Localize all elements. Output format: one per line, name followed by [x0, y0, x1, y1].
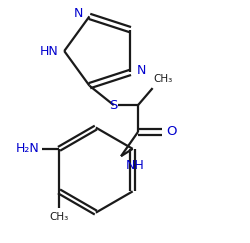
- Text: NH: NH: [126, 159, 145, 172]
- Text: CH₃: CH₃: [50, 212, 69, 222]
- Text: S: S: [110, 99, 118, 112]
- Text: CH₃: CH₃: [154, 75, 173, 85]
- Text: N: N: [136, 63, 146, 77]
- Text: H₂N: H₂N: [16, 142, 40, 155]
- Text: HN: HN: [40, 44, 58, 58]
- Text: N: N: [74, 8, 83, 20]
- Text: O: O: [166, 125, 176, 138]
